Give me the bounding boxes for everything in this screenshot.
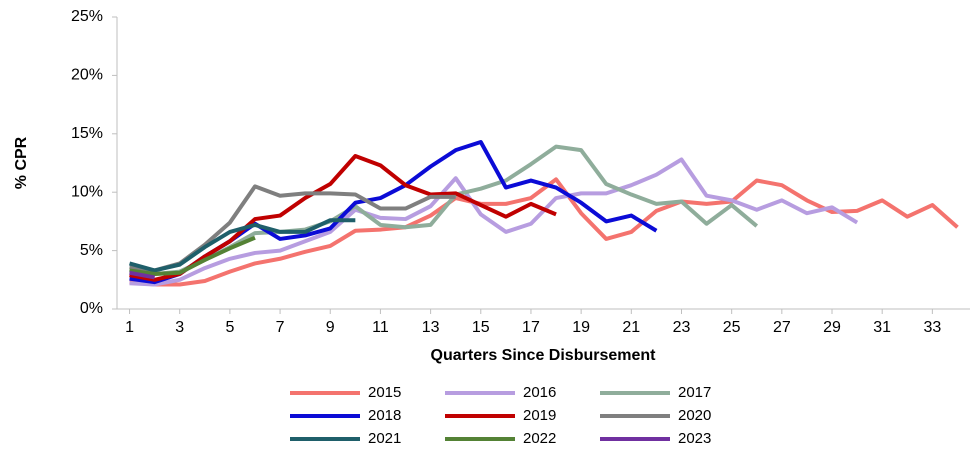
x-axis-label: Quarters Since Disbursement (431, 347, 657, 364)
y-tick-label: 25% (71, 8, 103, 25)
series-line (129, 153, 557, 282)
x-tick-label: 23 (673, 319, 691, 336)
y-axis-label: % CPR (13, 136, 30, 189)
x-tick-label: 3 (175, 319, 184, 336)
legend-label: 2021 (368, 430, 401, 447)
x-tick-label: 19 (572, 319, 590, 336)
x-tick-label: 11 (372, 319, 389, 336)
legend-label: 2023 (678, 430, 711, 447)
series-line (129, 139, 658, 285)
x-tick-label: 5 (225, 319, 234, 336)
y-tick-label: 10% (71, 183, 103, 200)
x-tick-label: 29 (823, 319, 841, 336)
x-tick-label: 31 (873, 319, 891, 336)
legend-label: 2015 (368, 384, 401, 401)
x-tick-label: 33 (923, 319, 941, 336)
y-tick-label: 20% (71, 67, 103, 84)
y-tick-label: 15% (71, 125, 103, 142)
series-line (129, 157, 859, 287)
series-line (129, 177, 959, 287)
x-tick-label: 7 (276, 319, 285, 336)
series-line (129, 270, 155, 280)
y-tick-label: 5% (80, 242, 103, 259)
x-tick-label: 27 (773, 319, 791, 336)
legend-label: 2018 (368, 407, 401, 424)
series-line (129, 235, 256, 276)
legend-label: 2019 (523, 407, 556, 424)
x-tick-label: 21 (622, 319, 640, 336)
legend-label: 2022 (523, 430, 556, 447)
legend-label: 2017 (678, 384, 711, 401)
x-tick-label: 9 (326, 319, 335, 336)
legend-label: 2016 (523, 384, 556, 401)
y-tick-label: 0% (80, 300, 103, 317)
x-tick-label: 15 (472, 319, 490, 336)
x-tick-label: 25 (723, 319, 741, 336)
x-tick-label: 17 (522, 319, 540, 336)
x-tick-label: 13 (422, 319, 440, 336)
series-line (129, 218, 356, 273)
legend-label: 2020 (678, 407, 711, 424)
x-tick-label: 1 (125, 319, 134, 336)
